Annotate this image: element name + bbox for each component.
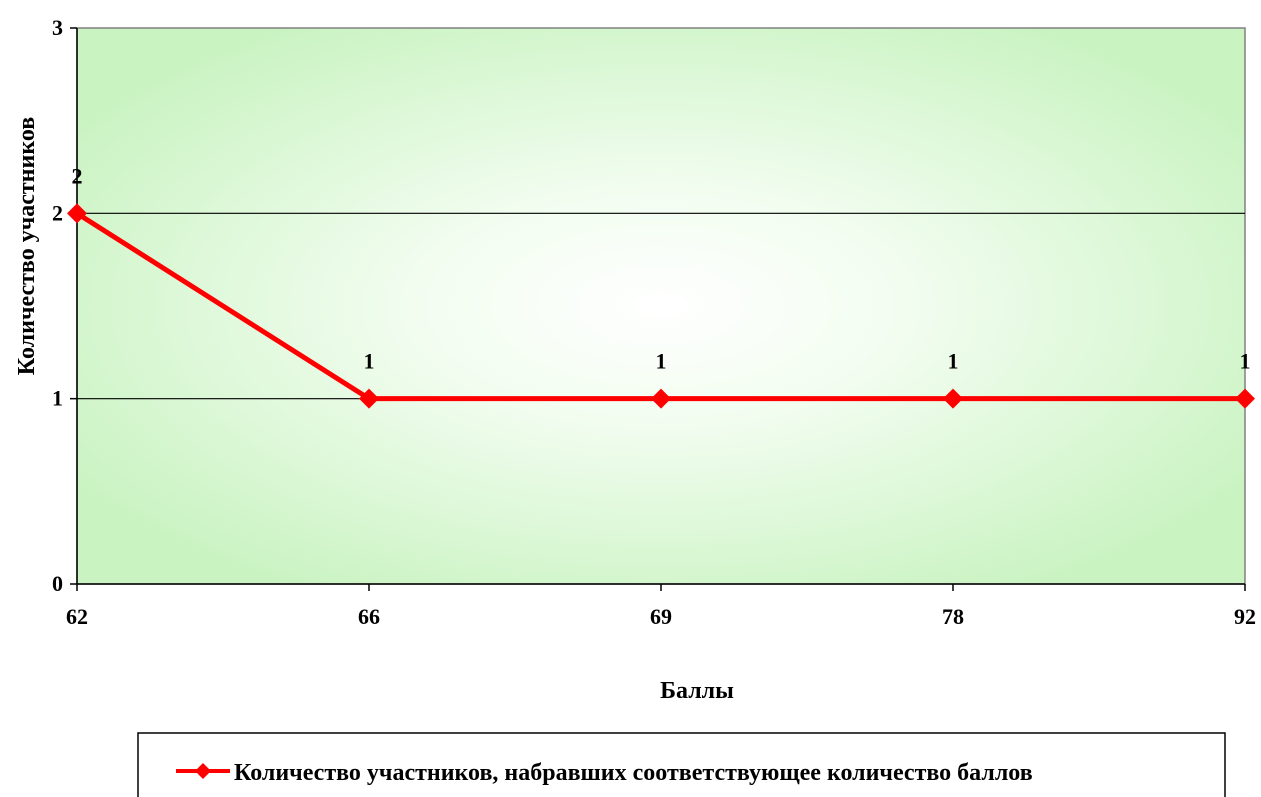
data-point-marker [359,388,379,409]
data-label: 2 [72,163,83,188]
legend: Количество участников, набравших соответ… [137,732,1226,797]
data-point-marker [1235,388,1255,409]
legend-marker-diamond [195,763,211,779]
y-tick-label: 1 [52,386,63,411]
y-tick-label: 3 [52,15,63,40]
x-tick-label: 78 [942,604,964,629]
x-tick-labels: 62 66 69 78 92 [66,604,1256,629]
legend-box [137,732,1226,797]
legend-series-label: Количество участников, набравших соответ… [234,760,1033,786]
plot-area [76,27,1246,585]
y-tick-label: 2 [52,200,63,225]
y-tick-label: 0 [52,571,63,596]
data-label: 1 [1240,349,1251,374]
axes [70,27,1246,591]
series [67,203,1255,409]
x-tick-label: 69 [650,604,672,629]
x-axis-title: Баллы [660,678,734,704]
x-tick-label: 66 [358,604,380,629]
data-label: 1 [656,349,667,374]
y-tick-labels: 0 1 2 3 [52,15,63,596]
data-label: 1 [948,349,959,374]
data-point-marker [943,388,963,409]
data-label: 1 [364,349,375,374]
data-point-marker [651,388,671,409]
x-tick-label: 92 [1234,604,1256,629]
x-tick-label: 62 [66,604,88,629]
data-labels: 2 1 1 1 1 [72,163,1251,373]
y-axis-title: Количество участников [14,117,40,375]
data-point-marker [67,203,87,224]
